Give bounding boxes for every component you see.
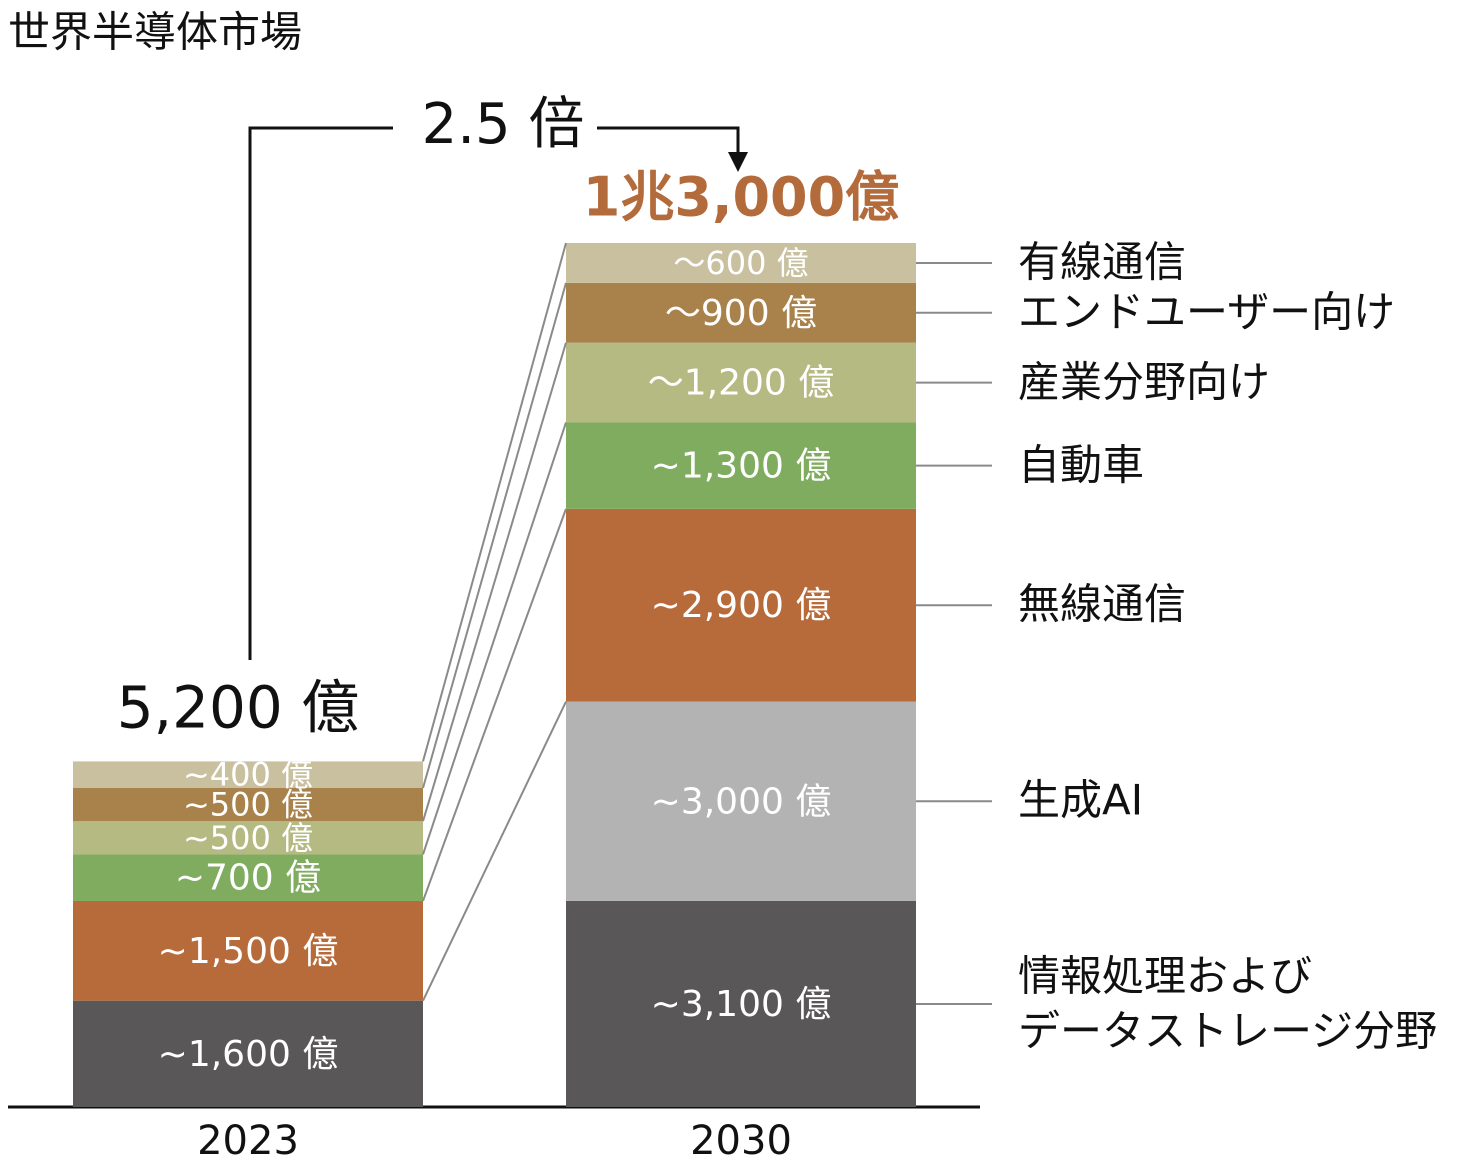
annotation: 2.5 倍 <box>422 92 585 157</box>
bar-segment <box>73 761 423 788</box>
bar-segment <box>566 508 916 702</box>
bar-segment <box>73 821 423 855</box>
value-label: ～1,200 億 <box>648 363 835 404</box>
bar-segment <box>566 701 916 901</box>
bar-segment <box>566 900 916 1107</box>
bar-segment <box>566 422 916 509</box>
value-label: ~1,500 億 <box>158 931 339 972</box>
value-label: ~3,000 億 <box>651 781 832 822</box>
bar-segment <box>73 1000 423 1107</box>
legend-label: 産業分野向け <box>1018 357 1271 407</box>
value-label: ~400 億 <box>183 756 313 794</box>
x-tick-label: 2023 <box>197 1118 299 1164</box>
bar-segment <box>566 243 916 283</box>
bar-segment <box>73 787 423 822</box>
legend-label: エンドユーザー向け <box>1018 287 1396 337</box>
bar-segment <box>73 900 423 1001</box>
value-label: ～600 億 <box>673 244 808 282</box>
value-label: ~1,300 億 <box>651 446 832 487</box>
x-tick-label: 2030 <box>690 1118 792 1164</box>
legend-label: 有線通信 <box>1018 237 1187 287</box>
connector <box>422 508 567 902</box>
value-label: ~700 億 <box>175 858 321 899</box>
arrow-head <box>728 152 748 172</box>
value-label: ~500 億 <box>183 786 313 824</box>
value-label: ~3,100 億 <box>651 984 832 1025</box>
legend-label: 情報処理および データストレージ分野 <box>1018 951 1438 1055</box>
value-label: ~500 億 <box>183 819 313 857</box>
connector <box>422 701 567 1002</box>
legend-label: 無線通信 <box>1018 579 1187 629</box>
legend-label: 生成AI <box>1018 775 1144 825</box>
bracket <box>248 126 393 660</box>
chart-title: 世界半導体市場 <box>8 8 302 57</box>
value-label: ~1,600 億 <box>158 1034 339 1075</box>
connector <box>422 342 567 822</box>
legend-label: 自動車 <box>1018 440 1145 490</box>
total-label: 1兆3,000億 <box>583 166 899 229</box>
value-label: ～900 億 <box>665 293 817 334</box>
bar-segment <box>566 282 916 343</box>
connector <box>422 422 567 855</box>
bracket <box>597 126 740 160</box>
bar-segment <box>73 854 423 901</box>
bar-segment <box>566 342 916 423</box>
total-label: 5,200 億 <box>117 674 359 742</box>
connector <box>422 242 567 762</box>
value-label: ~2,900 億 <box>651 585 832 626</box>
connector <box>422 282 567 789</box>
